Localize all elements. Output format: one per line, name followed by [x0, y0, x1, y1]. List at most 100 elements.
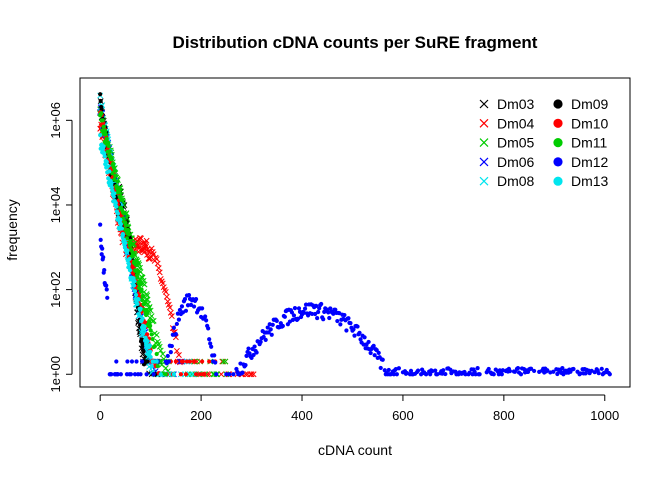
data-point	[141, 349, 146, 354]
data-point	[604, 367, 609, 373]
data-point	[265, 325, 270, 330]
legend-label: Dm13	[571, 173, 609, 189]
data-point	[291, 313, 297, 318]
data-point	[133, 292, 139, 298]
data-point	[107, 169, 112, 174]
data-point	[99, 111, 104, 116]
data-point	[159, 351, 166, 358]
data-point	[158, 359, 163, 364]
data-point	[280, 323, 285, 329]
data-point	[394, 372, 399, 377]
data-point	[206, 326, 211, 331]
data-point	[133, 262, 139, 268]
legend-marker	[479, 99, 489, 109]
data-point	[125, 248, 130, 253]
legend-label: Dm03	[497, 96, 535, 112]
data-point	[98, 98, 103, 104]
x-axis: 0 200 400 600 800 1000	[97, 394, 619, 423]
data-point	[296, 306, 302, 311]
data-point	[135, 270, 141, 275]
data-point	[121, 237, 126, 242]
data-point	[162, 288, 169, 295]
data-point	[139, 287, 144, 292]
data-point	[532, 368, 537, 374]
data-point	[132, 279, 137, 284]
data-point	[376, 350, 381, 355]
data-point	[433, 368, 438, 373]
chart-title: Distribution cDNA counts per SuRE fragme…	[173, 33, 538, 52]
data-point	[115, 211, 120, 216]
data-point	[138, 372, 143, 377]
data-point	[105, 295, 110, 300]
data-point	[114, 204, 119, 209]
data-point	[118, 222, 123, 227]
data-point	[204, 371, 211, 378]
data-point	[162, 365, 169, 372]
data-point	[136, 311, 142, 317]
data-point	[441, 368, 446, 373]
data-point	[177, 307, 183, 313]
data-point	[154, 260, 161, 267]
data-point	[139, 337, 144, 342]
data-point	[101, 255, 106, 260]
data-point	[263, 337, 268, 342]
data-point	[166, 359, 171, 364]
data-point	[111, 161, 116, 166]
data-point	[148, 323, 153, 328]
data-point	[148, 349, 153, 354]
data-point	[150, 251, 157, 258]
data-point	[129, 359, 135, 364]
legend: Dm03 Dm04 Dm05 Dm06 Dm08 Dm09 Dm10 Dm11 Dm12 Dm13	[479, 96, 609, 189]
data-point	[428, 372, 433, 377]
data-point	[103, 128, 108, 133]
data-point	[183, 372, 189, 377]
y-tick-label: 1e+04	[48, 187, 63, 224]
data-point	[583, 371, 588, 376]
legend-item-Dm04: Dm04	[479, 115, 535, 131]
data-point	[155, 265, 162, 272]
data-point	[178, 372, 184, 377]
data-point	[145, 332, 150, 337]
data-point	[168, 313, 175, 320]
data-point	[171, 372, 176, 377]
data-point	[252, 344, 257, 349]
data-point	[319, 301, 324, 307]
data-point	[119, 226, 124, 231]
data-point	[249, 355, 254, 361]
data-point	[182, 297, 188, 302]
data-point	[155, 363, 160, 369]
legend-marker	[479, 118, 489, 128]
legend-marker	[553, 99, 563, 109]
data-point	[135, 275, 140, 280]
legend-item-Dm09: Dm09	[553, 96, 609, 112]
data-point	[119, 197, 124, 202]
legend-item-Dm11: Dm11	[553, 135, 608, 151]
data-point	[358, 337, 363, 342]
data-point	[132, 259, 137, 264]
legend-marker	[479, 138, 489, 148]
legend-item-Dm03: Dm03	[479, 96, 535, 112]
data-point	[321, 317, 326, 322]
data-point	[147, 307, 154, 314]
data-point	[104, 159, 109, 165]
data-point	[316, 309, 321, 315]
data-point	[386, 367, 391, 373]
data-point	[101, 144, 106, 149]
data-point	[169, 343, 174, 349]
data-point	[179, 304, 185, 309]
data-point	[302, 306, 308, 311]
data-point	[362, 335, 367, 340]
data-point	[127, 256, 132, 262]
legend-item-Dm06: Dm06	[479, 154, 535, 170]
data-point	[512, 369, 518, 374]
data-point	[408, 368, 414, 373]
data-point	[148, 328, 153, 333]
data-point	[145, 359, 150, 364]
y-tick-label: 1e+06	[48, 102, 63, 139]
y-axis: 1e+00 1e+02 1e+04 1e+06	[48, 102, 73, 393]
data-point	[328, 306, 333, 311]
data-point	[274, 318, 279, 323]
data-point	[126, 262, 132, 267]
legend-item-Dm05: Dm05	[479, 135, 535, 151]
legend-label: Dm05	[497, 135, 535, 151]
